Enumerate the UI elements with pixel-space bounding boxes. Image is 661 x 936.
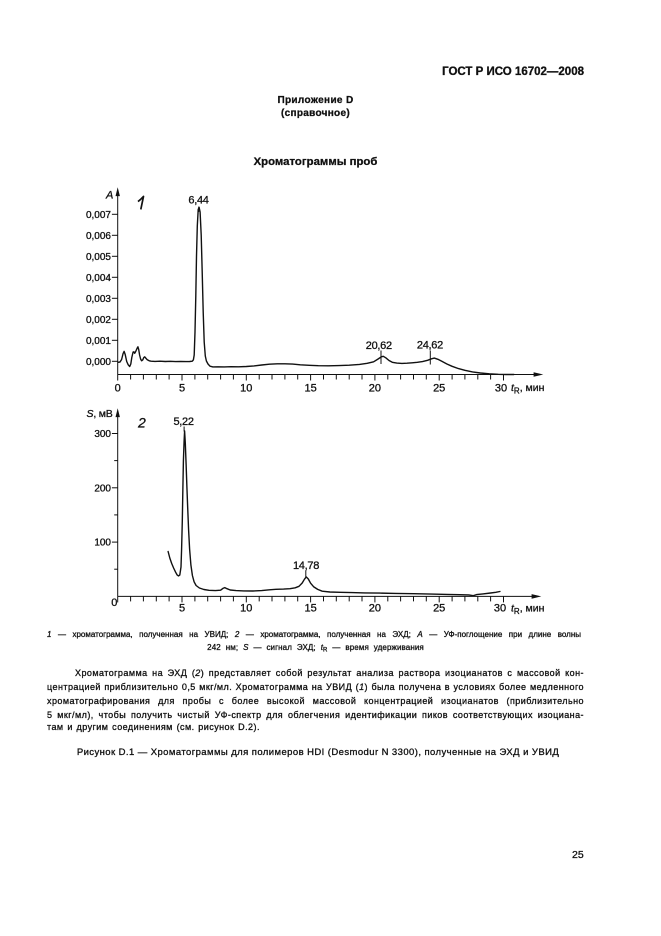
svg-text:300: 300: [94, 429, 111, 440]
svg-text:100: 100: [94, 538, 111, 549]
svg-text:30: 30: [495, 383, 507, 395]
svg-text:15: 15: [304, 383, 316, 395]
svg-text:25: 25: [433, 383, 445, 395]
svg-text:0: 0: [115, 383, 121, 395]
svg-text:14,78: 14,78: [293, 560, 319, 572]
svg-text:0,003: 0,003: [86, 294, 111, 305]
svg-text:tR, мин: tR, мин: [511, 382, 545, 396]
svg-text:tR, мин: tR, мин: [511, 603, 545, 617]
svg-text:6,44: 6,44: [188, 195, 208, 207]
svg-text:A: A: [105, 189, 113, 201]
svg-text:0,000: 0,000: [86, 357, 111, 368]
svg-text:2: 2: [137, 415, 146, 431]
svg-text:24,62: 24,62: [417, 340, 443, 352]
svg-text:5,22: 5,22: [173, 416, 193, 428]
svg-text:15: 15: [304, 603, 316, 615]
svg-text:200: 200: [94, 483, 111, 494]
svg-text:0,007: 0,007: [86, 210, 111, 221]
svg-text:0,004: 0,004: [86, 273, 111, 284]
svg-text:10: 10: [240, 603, 252, 615]
svg-text:0,006: 0,006: [86, 231, 111, 242]
svg-text:10: 10: [240, 383, 252, 395]
svg-text:25: 25: [433, 603, 445, 615]
svg-text:S, мВ: S, мВ: [87, 408, 113, 420]
svg-text:0,005: 0,005: [86, 252, 111, 263]
svg-text:20,62: 20,62: [366, 340, 392, 352]
svg-text:20: 20: [369, 383, 381, 395]
svg-text:0,001: 0,001: [86, 336, 111, 347]
svg-text:20: 20: [369, 603, 381, 615]
svg-text:0: 0: [111, 597, 117, 609]
svg-text:5: 5: [179, 383, 185, 395]
svg-text:5: 5: [179, 603, 185, 615]
svg-text:0,002: 0,002: [86, 315, 111, 326]
svg-text:30: 30: [494, 603, 506, 615]
